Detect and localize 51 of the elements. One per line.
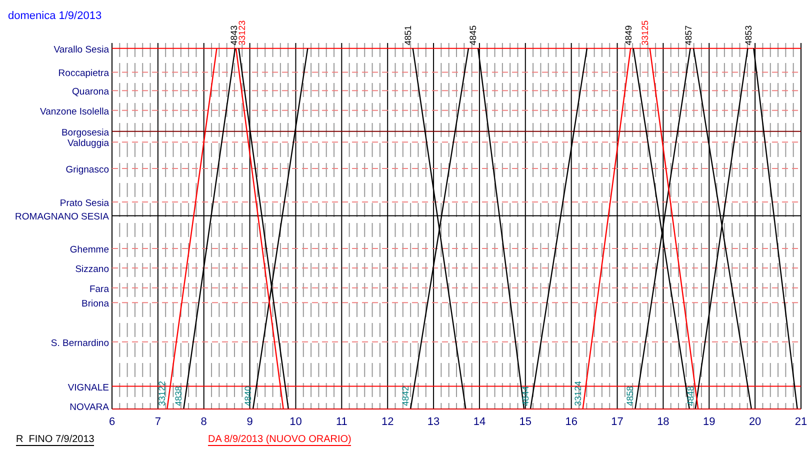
text: 4844 xyxy=(520,386,530,406)
ref-line-label: Briona xyxy=(82,298,110,310)
ref-line-label: Vanzone Isolella xyxy=(40,106,110,118)
x-tick-label: 8 xyxy=(200,416,207,428)
text: 4843 xyxy=(228,25,239,46)
ref-line-label: Quarona xyxy=(72,86,110,98)
x-tick-label: 13 xyxy=(427,416,440,428)
text: 4842 xyxy=(400,386,411,406)
x-tick-label: 18 xyxy=(657,416,670,428)
ref-line-label: Ghemme xyxy=(70,244,109,256)
x-tick-label: 6 xyxy=(108,416,116,428)
ref-line-label: Sizzano xyxy=(75,264,109,276)
x-tick-label: 19 xyxy=(703,416,716,428)
x-tick-label: 10 xyxy=(290,416,302,428)
x-tick-label: 20 xyxy=(748,416,762,428)
text: 33125 xyxy=(640,20,650,46)
x-tick-label: 21 xyxy=(794,416,808,428)
text: DA 8/9/2013 (NUOVO ORARIO) xyxy=(208,434,352,446)
text: 4858 xyxy=(625,386,636,406)
x-tick-label: 15 xyxy=(519,416,532,428)
text: R FINO 7/9/2013 xyxy=(16,434,94,446)
chart-title: domenica 1/9/2013 xyxy=(8,10,102,22)
ref-line-label: Fara xyxy=(89,284,110,295)
ref-line-label: Prato Sesia xyxy=(60,198,110,210)
text: 33124 xyxy=(572,380,583,406)
ref-line-label: S. Bernardino xyxy=(50,338,109,349)
ref-line-label: Borgosesia xyxy=(61,127,110,138)
ref-line-label: Roccapietra xyxy=(58,68,110,80)
text: 4857 xyxy=(684,25,694,46)
text: 33123 xyxy=(237,20,248,46)
text: 4848 xyxy=(685,386,696,406)
x-tick-label: 16 xyxy=(565,416,578,428)
ref-line-label: ROMAGNANO SESIA xyxy=(15,212,110,223)
x-tick-label: 11 xyxy=(336,416,348,428)
text: 4838 xyxy=(174,386,184,406)
ref-line-label: Grignasco xyxy=(66,164,109,176)
ref-line-label: Valduggia xyxy=(67,138,110,150)
x-tick-label: 7 xyxy=(154,416,161,428)
x-tick-label: 17 xyxy=(611,416,624,428)
text: 4840 xyxy=(243,386,254,406)
text: 4853 xyxy=(744,25,754,46)
text: 4851 xyxy=(402,25,413,46)
text: 33122 xyxy=(157,380,168,406)
text: NOVARA xyxy=(70,402,109,414)
x-tick-label: 14 xyxy=(473,416,486,428)
text: 4845 xyxy=(468,25,478,46)
x-tick-label: 9 xyxy=(246,416,253,428)
text: 4849 xyxy=(623,25,634,46)
x-tick-label: 12 xyxy=(381,416,394,428)
ref-line-label: Varallo Sesia xyxy=(54,44,110,56)
ref-line-label: VIGNALE xyxy=(68,382,109,394)
